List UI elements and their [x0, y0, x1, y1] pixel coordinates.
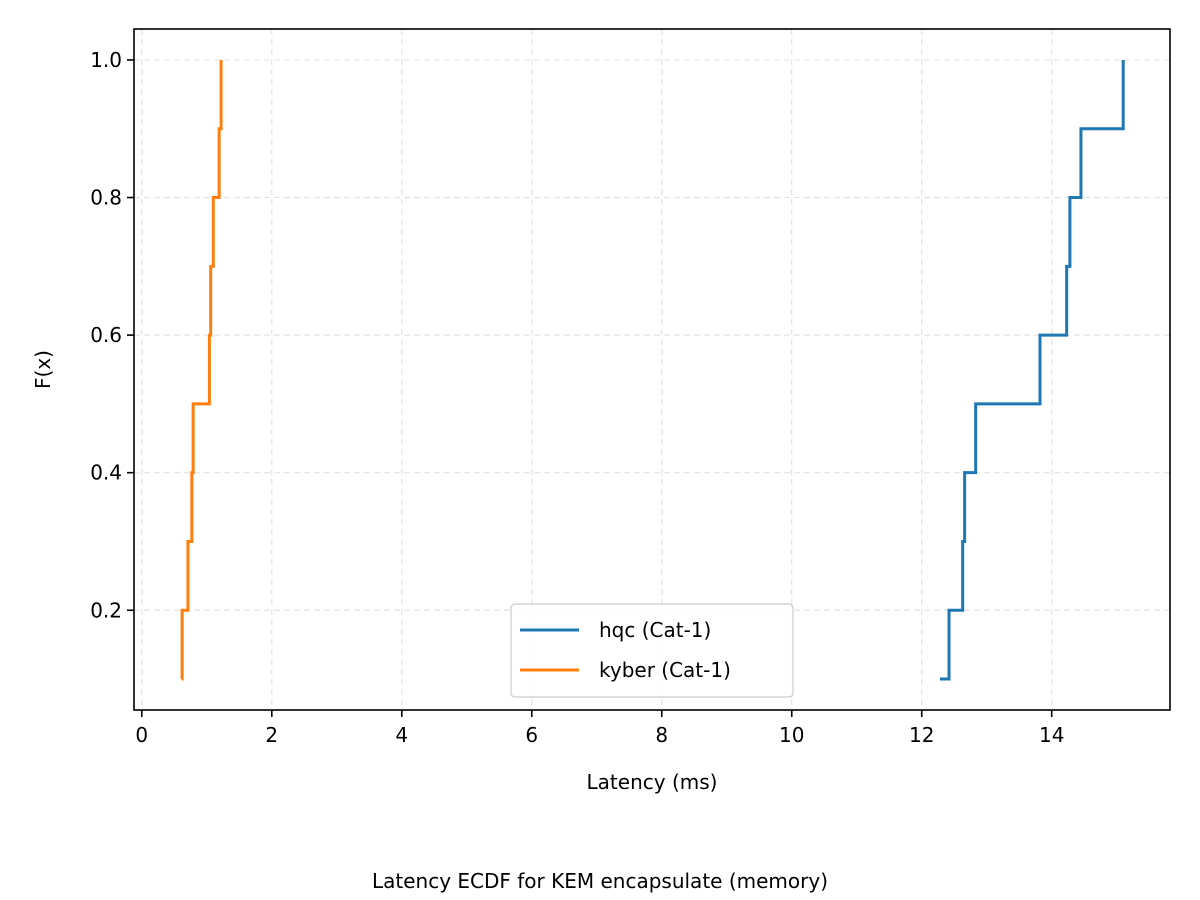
- legend-label-kyber: kyber (Cat-1): [599, 658, 731, 682]
- series-line-hqc: [939, 59, 1125, 681]
- x-tick-label: 4: [395, 723, 408, 747]
- legend-label-hqc: hqc (Cat-1): [599, 618, 711, 642]
- legend-box: [510, 603, 794, 698]
- x-tick-label: 10: [779, 723, 804, 747]
- x-axis-label: Latency (ms): [587, 770, 718, 794]
- plot-frame: [133, 28, 1171, 711]
- y-axis-label: F(x): [31, 350, 55, 389]
- y-tick-label: 0.2: [90, 598, 122, 622]
- y-tick-label: 0.6: [90, 323, 122, 347]
- x-tick-label: 14: [1039, 723, 1064, 747]
- y-tick-label: 0.4: [90, 461, 122, 485]
- x-tick-label: 8: [655, 723, 668, 747]
- grid: [134, 29, 1170, 710]
- x-tick-label: 0: [135, 723, 148, 747]
- series-layer: [180, 59, 1125, 681]
- y-tick-label: 0.8: [90, 186, 122, 210]
- x-tick-label: 12: [909, 723, 934, 747]
- legend: hqc (Cat-1) kyber (Cat-1): [510, 603, 794, 698]
- x-tick-label: 6: [525, 723, 538, 747]
- series-line-kyber: [180, 59, 223, 681]
- y-tick-label: 1.0: [90, 48, 122, 72]
- figure-caption: Latency ECDF for KEM encapsulate (memory…: [372, 869, 828, 893]
- x-tick-label: 2: [265, 723, 278, 747]
- axis-ticks: 0 2 4 6 8 10 12 14 0.2 0.4 0.6 0.8 1.0: [90, 48, 1064, 747]
